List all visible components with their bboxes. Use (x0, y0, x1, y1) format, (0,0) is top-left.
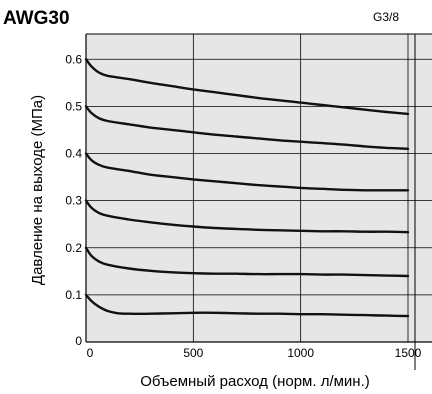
plot-area (86, 34, 432, 342)
pressure-curve-0 (84, 58, 410, 116)
y-tick-label: 0.2 (65, 241, 82, 255)
pressure-curve-1 (84, 105, 410, 150)
y-tick-label: 0.3 (65, 194, 82, 208)
pressure-curves (84, 58, 410, 318)
x-tick-label: 1500 (395, 346, 422, 360)
model-title: AWG30 (3, 8, 70, 29)
grid (85, 33, 432, 370)
y-tick-label: 0.6 (65, 52, 82, 66)
y-tick-label: 0.4 (65, 147, 82, 161)
y-axis-label: Давление на выходе (МПа) (29, 95, 46, 285)
y-tick-label: 0.1 (65, 288, 82, 302)
port-size-label: G3/8 (373, 10, 399, 24)
pressure-curve-2 (84, 152, 410, 192)
x-tick-label: 0 (87, 346, 94, 360)
x-tick-label: 1000 (287, 346, 314, 360)
x-axis-label: Объемный расход (норм. л/мин.) (140, 373, 370, 390)
pressure-curve-3 (84, 199, 410, 234)
tick-labels: 0.1 0.2 0.3 0.4 0.5 0.6 0 500 1000 1500 0 (65, 52, 421, 360)
pressure-curve-4 (84, 246, 410, 278)
y-tick-label: 0.5 (65, 99, 82, 113)
pressure-curve-5 (84, 293, 410, 318)
y-origin-label: 0 (75, 334, 82, 348)
x-tick-label: 500 (183, 346, 203, 360)
